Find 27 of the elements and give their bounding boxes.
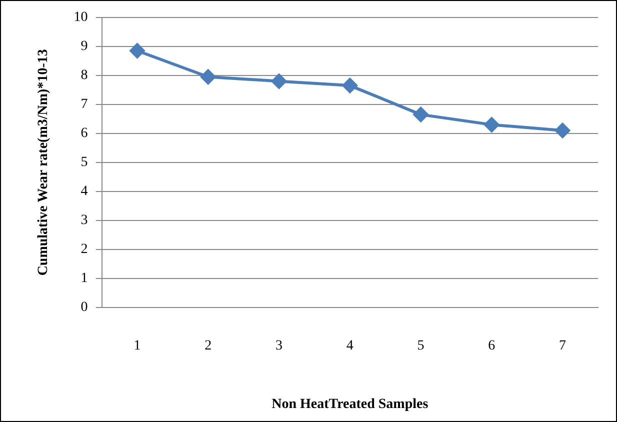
y-tick-label: 2 — [80, 242, 88, 258]
point — [272, 74, 287, 89]
point — [555, 123, 570, 138]
y-tick-label: 4 — [80, 184, 88, 200]
x-tick-label: 5 — [417, 338, 424, 354]
y-axis-title: Cumulative Wear rate(m3/Nm)*10-13 — [36, 49, 52, 276]
x-tick-label: 2 — [204, 338, 212, 354]
y-tick-label: 8 — [80, 68, 88, 84]
y-tick-label: 1 — [80, 271, 88, 286]
x-tick-label: 1 — [134, 338, 141, 354]
point — [413, 107, 428, 122]
point — [484, 117, 500, 132]
point — [200, 69, 216, 84]
x-tick-label: 6 — [488, 338, 496, 354]
x-tick-label: 4 — [346, 338, 354, 354]
point — [130, 43, 145, 58]
point — [342, 78, 358, 94]
y-tick-label: 10 — [74, 10, 88, 26]
y-tick-label: 0 — [80, 300, 88, 316]
x-tick-label: 3 — [276, 338, 283, 354]
x-axis-title: Non HeatTreated Samples — [272, 397, 429, 412]
y-tick-label: 7 — [80, 97, 88, 112]
y-tick-label: 6 — [80, 126, 88, 142]
y-tick-label: 3 — [80, 213, 88, 228]
x-tick-label: 7 — [559, 338, 566, 354]
y-tick-label: 9 — [80, 39, 88, 54]
y-tick-label: 5 — [80, 155, 88, 170]
